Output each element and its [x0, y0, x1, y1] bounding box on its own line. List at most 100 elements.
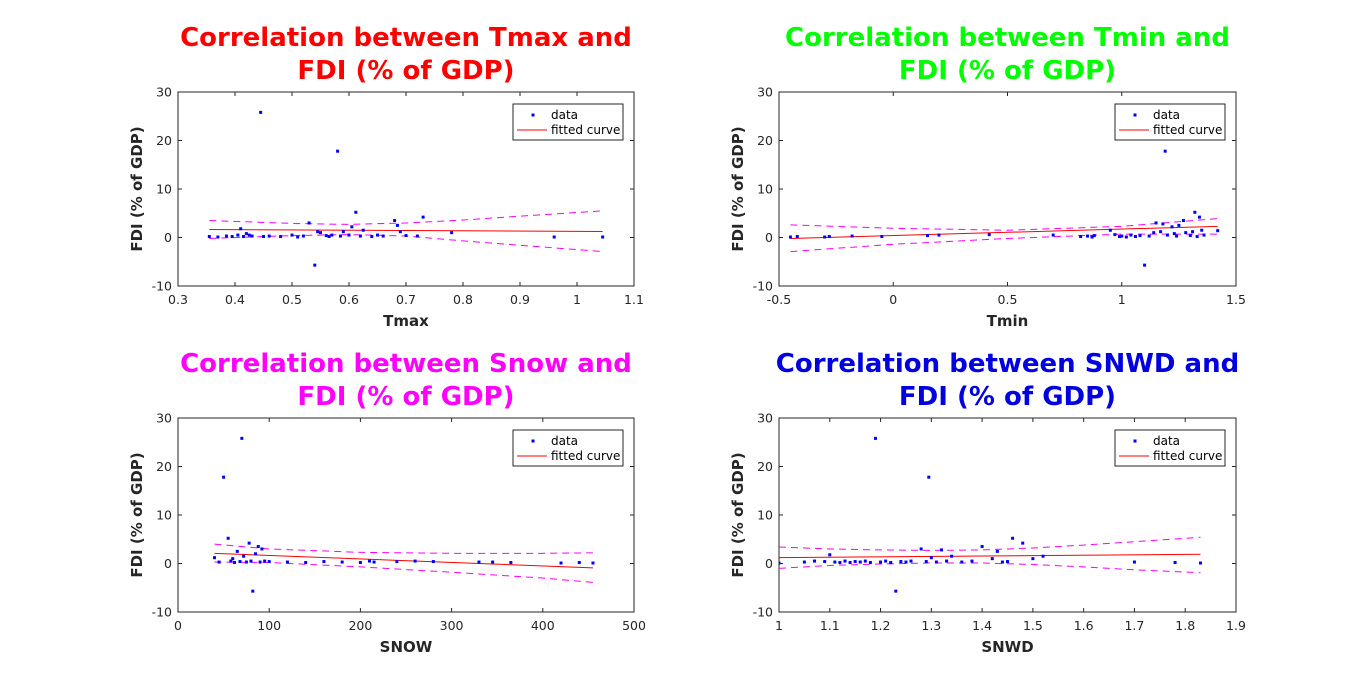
data-point	[1138, 234, 1142, 238]
data-point	[395, 223, 399, 227]
data-point	[1165, 233, 1169, 237]
data-point	[235, 549, 239, 553]
data-point	[324, 234, 328, 238]
data-point	[950, 554, 954, 558]
x-tick-label: 1.2	[871, 618, 891, 633]
data-point	[960, 560, 964, 564]
x-axis-label: SNOW	[380, 638, 433, 656]
x-axis-label: Tmax	[383, 312, 429, 330]
data-point	[1117, 235, 1121, 239]
data-point	[1216, 229, 1220, 233]
data-point	[372, 560, 376, 564]
y-tick-label: 10	[757, 508, 773, 523]
data-point	[341, 230, 345, 234]
x-tick-label: 0.9	[510, 292, 530, 307]
legend-data-marker	[531, 439, 535, 443]
legend-data-label: data	[1153, 108, 1180, 122]
data-point	[279, 235, 283, 239]
y-tick-label: 0	[164, 556, 172, 571]
data-point	[233, 561, 237, 565]
data-point	[450, 231, 454, 235]
data-point	[263, 559, 267, 563]
data-point	[591, 561, 595, 565]
data-point	[1173, 561, 1177, 565]
data-point	[256, 545, 260, 549]
data-point	[301, 234, 305, 238]
x-tick-label: 0.8	[453, 292, 473, 307]
data-point	[1195, 235, 1199, 239]
data-point	[230, 235, 234, 239]
data-point	[848, 561, 852, 565]
data-point	[894, 589, 898, 593]
data-point	[833, 560, 837, 564]
chart-title-line: FDI (% of GDP)	[297, 382, 514, 412]
data-point	[884, 559, 888, 563]
x-axis-label: SNWD	[981, 638, 1033, 656]
data-point	[239, 227, 243, 231]
data-point	[868, 561, 872, 565]
x-tick-label: 1.6	[1074, 618, 1094, 633]
data-point	[330, 233, 334, 237]
data-point	[1133, 235, 1137, 239]
data-point	[853, 560, 857, 564]
y-axis-label: FDI (% of GDP)	[729, 126, 747, 251]
data-point	[1041, 554, 1045, 558]
data-point	[354, 210, 358, 214]
lower-bound-line	[214, 561, 594, 583]
data-point	[358, 234, 362, 238]
y-tick-label: 30	[757, 411, 773, 426]
x-tick-label: 1	[1118, 292, 1126, 307]
upper-bound-line	[790, 218, 1218, 231]
data-point	[413, 559, 417, 563]
y-tick-label: 10	[156, 508, 172, 523]
data-point	[980, 545, 984, 549]
data-point	[238, 560, 242, 564]
data-point	[262, 235, 265, 239]
series-layer	[212, 436, 595, 593]
x-axis-label: Tmin	[987, 312, 1029, 330]
data-point	[828, 553, 832, 557]
data-point	[236, 233, 240, 237]
x-tick-label: 0.4	[225, 292, 245, 307]
data-point	[250, 234, 254, 238]
data-point	[313, 263, 317, 267]
data-point	[601, 235, 605, 239]
data-point	[1129, 233, 1133, 237]
data-point	[249, 559, 253, 563]
y-tick-label: 20	[156, 459, 172, 474]
data-point	[995, 549, 999, 553]
data-point	[290, 233, 294, 237]
chart-title-line: FDI (% of GDP)	[899, 382, 1116, 412]
fitted-curve	[790, 225, 1218, 239]
chart-title-line: FDI (% of GDP)	[297, 56, 514, 86]
y-tick-label: 30	[156, 85, 172, 100]
data-point	[322, 560, 326, 564]
data-point	[370, 235, 374, 239]
legend-data-label: data	[551, 108, 578, 122]
data-point	[577, 561, 581, 565]
x-tick-label: 200	[348, 618, 372, 633]
data-point	[1108, 228, 1112, 232]
data-point	[1031, 557, 1035, 561]
data-point	[929, 556, 933, 560]
data-point	[222, 475, 226, 479]
x-tick-label: 0.6	[339, 292, 359, 307]
data-point	[1200, 228, 1204, 232]
data-point	[788, 235, 792, 239]
data-point	[838, 561, 842, 565]
data-point	[477, 560, 481, 564]
x-tick-label: 1.5	[1023, 618, 1043, 633]
data-point	[229, 559, 233, 563]
data-point	[843, 559, 847, 563]
data-point	[795, 235, 799, 239]
data-point	[1006, 560, 1009, 564]
fitted-curve	[214, 552, 593, 569]
data-point	[254, 552, 258, 556]
data-point	[404, 234, 408, 238]
data-point	[340, 560, 344, 564]
upper-bound-line	[779, 536, 1201, 551]
